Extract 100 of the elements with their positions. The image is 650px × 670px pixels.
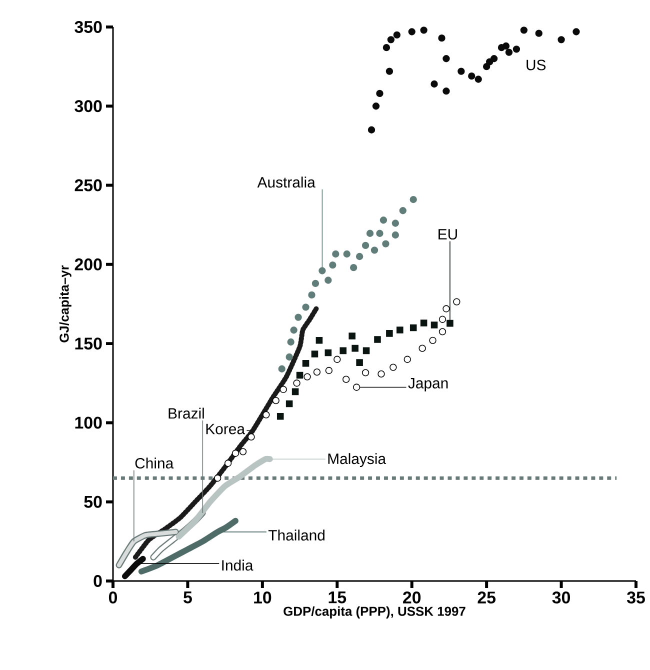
point: [287, 338, 294, 346]
y-tick-label: 0: [94, 575, 102, 587]
point: [290, 326, 298, 334]
point: [378, 370, 385, 378]
point: [293, 380, 300, 387]
text: EU: [438, 229, 457, 240]
point: [342, 376, 350, 383]
point: [418, 344, 426, 352]
point: [392, 231, 400, 239]
point: [214, 474, 222, 482]
point: [248, 433, 255, 441]
point: [408, 28, 416, 36]
point: [490, 55, 498, 62]
point: [318, 267, 326, 274]
point: [430, 80, 438, 88]
point: [429, 336, 436, 344]
point: [340, 347, 347, 354]
point: [420, 26, 428, 34]
point: [370, 246, 378, 254]
point: [399, 207, 406, 214]
point: [286, 353, 293, 361]
legend-label: Japan: [408, 378, 448, 392]
point: [296, 372, 304, 379]
point: [352, 344, 358, 352]
point: [512, 46, 520, 53]
point: [410, 324, 417, 332]
point: [334, 356, 341, 363]
point: [453, 298, 460, 306]
point: [348, 332, 356, 340]
point: [390, 364, 397, 371]
point: [362, 369, 370, 376]
y-tick-label: 100: [75, 416, 102, 429]
point: [276, 412, 284, 420]
text: Australia: [257, 176, 316, 188]
point: [382, 240, 390, 248]
point: [324, 276, 332, 284]
point: [286, 400, 293, 408]
point: [430, 322, 438, 328]
y-tick-label: 350: [74, 20, 102, 33]
point: [316, 337, 323, 344]
point: [343, 250, 350, 258]
point: [474, 76, 482, 83]
point: [558, 36, 565, 44]
point: [368, 126, 376, 134]
point: [304, 373, 311, 380]
point: [302, 304, 310, 311]
point: [387, 36, 395, 44]
point: [262, 411, 270, 418]
point: [350, 264, 358, 272]
point: [374, 336, 381, 343]
point: [224, 460, 232, 467]
point: [376, 90, 384, 98]
x-tick-label: 30: [552, 592, 570, 604]
point: [232, 450, 240, 457]
point: [278, 365, 286, 372]
y-tick-label: 200: [74, 258, 102, 270]
legend-label: Thailand: [268, 530, 324, 541]
point: [239, 448, 247, 456]
point: [382, 44, 390, 52]
point: [442, 55, 450, 62]
point: [396, 326, 404, 334]
point: [392, 220, 400, 227]
y-tick-label: 300: [74, 100, 102, 112]
point: [362, 347, 370, 354]
point: [312, 280, 320, 288]
legend-label: Malaysia: [328, 453, 386, 468]
point: [502, 42, 510, 50]
point: [535, 30, 542, 37]
point: [458, 68, 465, 75]
point: [505, 48, 513, 56]
y-tick-label: 250: [74, 179, 102, 192]
point: [410, 196, 417, 204]
x-tick-label: 25: [478, 592, 496, 604]
point: [292, 388, 299, 396]
point: [393, 31, 401, 38]
text: India: [222, 560, 254, 571]
point: [520, 26, 528, 34]
point: [280, 386, 287, 394]
point: [438, 328, 446, 336]
point: [311, 350, 318, 358]
point: [362, 242, 370, 250]
point: [332, 250, 340, 258]
point: [272, 396, 280, 404]
point: [386, 330, 393, 337]
point: [366, 230, 374, 237]
y-tick-label: 150: [75, 338, 102, 350]
point: [442, 305, 450, 312]
point: [376, 230, 384, 237]
x-tick-label: 0: [108, 592, 118, 604]
y-tick-label: 50: [84, 496, 102, 508]
point: [572, 28, 580, 36]
point: [308, 291, 316, 299]
point: [386, 68, 394, 75]
point: [356, 252, 364, 260]
series-label: Korea: [206, 424, 246, 434]
point: [294, 314, 302, 321]
x-tick-label: 20: [403, 592, 421, 604]
point: [468, 72, 476, 80]
point: [302, 360, 310, 367]
point: [404, 356, 411, 363]
